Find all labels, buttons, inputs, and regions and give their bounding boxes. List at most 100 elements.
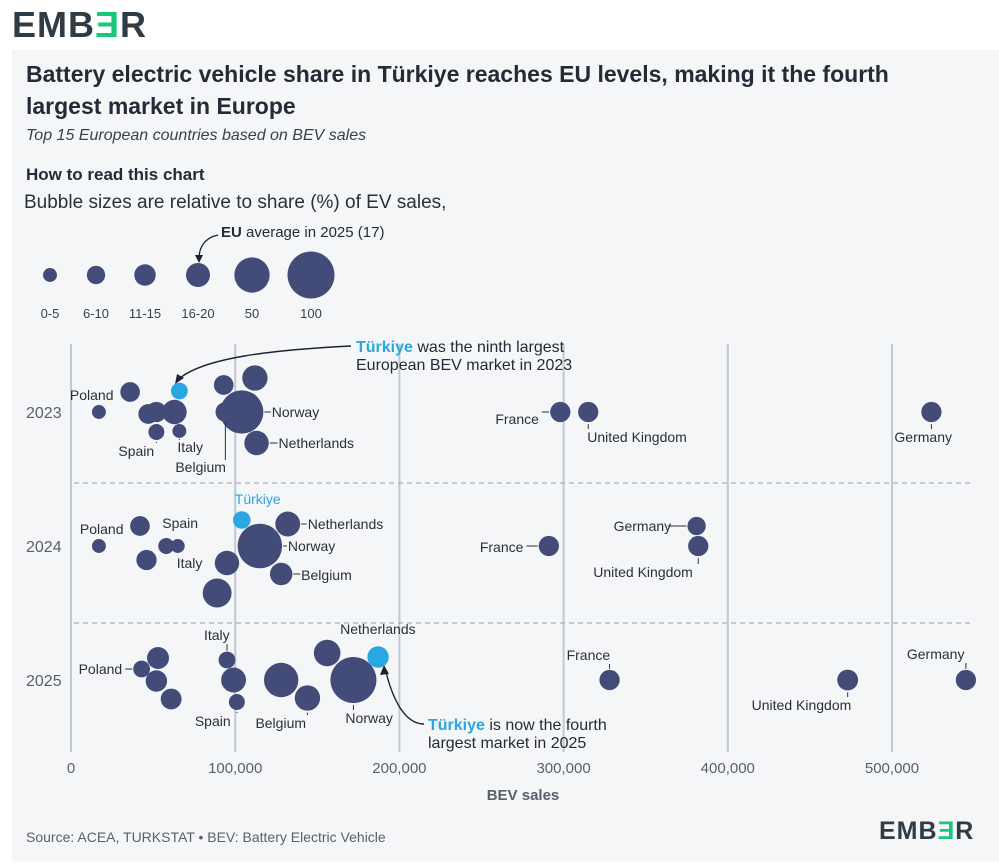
country-label: Netherlands — [308, 516, 384, 532]
country-label: Norway — [345, 710, 392, 726]
bubble-2023 — [138, 404, 158, 424]
bubble-2025 — [160, 688, 182, 710]
bubble-germany-2024 — [687, 516, 706, 536]
bubble-spain-2023 — [148, 424, 165, 440]
bubble-germany-2025 — [955, 669, 977, 691]
country-label: Netherlands — [340, 621, 416, 637]
bubble-belgium-2024 — [269, 562, 293, 586]
ninth-annotation-line1: Türkiye was the ninth largest — [356, 339, 565, 356]
chart-title: Battery electric vehicle share in Türkiy… — [26, 61, 889, 119]
bubble-2025 — [221, 667, 247, 693]
legend-label: 6-10 — [83, 306, 109, 321]
country-label: France — [480, 539, 524, 555]
ninth-arrow-line — [179, 345, 352, 379]
bubble-türkiye-2023 — [170, 382, 188, 400]
x-tick-label: 200,000 — [372, 760, 426, 777]
legend-bubble — [186, 263, 210, 287]
bubble-2024 — [130, 516, 150, 536]
country-label: Spain — [195, 713, 231, 729]
bubble-2025 — [263, 662, 299, 698]
x-tick-label: 500,000 — [865, 760, 919, 777]
bubble-spain-2024 — [158, 538, 175, 554]
ember-logo: EMBƎR — [12, 4, 148, 45]
country-label: Netherlands — [279, 435, 355, 451]
x-tick-label: 100,000 — [208, 760, 262, 777]
x-tick-label: 400,000 — [701, 760, 755, 777]
legend-bubble — [134, 264, 156, 286]
legend-label: 100 — [300, 306, 322, 321]
source-note: Source: ACEA, TURKSTAT • BEV: Battery El… — [26, 829, 386, 845]
country-label: Italy — [204, 627, 230, 643]
chart-card — [12, 50, 999, 861]
bubble-poland-2023 — [91, 405, 106, 419]
bubble-united-kingdom-2024 — [688, 535, 709, 557]
fourth-arrow-head — [380, 665, 389, 675]
legend-layer: 0-5 6-10 11-15 16-20 50 100 — [41, 251, 335, 321]
bubble-2024 — [214, 550, 240, 576]
bubble-2023 — [162, 399, 187, 425]
country-label: United Kingdom — [587, 429, 687, 445]
bubble-united-kingdom-2025 — [837, 669, 859, 691]
country-label: Poland — [79, 661, 123, 677]
bubble-poland-2025 — [133, 660, 151, 678]
bubble-netherlands-2023 — [244, 430, 269, 456]
country-label: France — [495, 411, 539, 427]
legend-label: 0-5 — [41, 306, 60, 321]
bubble-france-2023 — [550, 401, 571, 423]
row-label-2024: 2024 — [26, 539, 62, 556]
country-label: Belgium — [175, 459, 226, 475]
bubble-italy-2024 — [170, 539, 185, 553]
x-tick-label: 0 — [67, 760, 75, 777]
country-label: Poland — [80, 521, 124, 537]
row-label-2025: 2025 — [26, 673, 62, 690]
bubble-2023 — [213, 375, 234, 395]
country-label: Norway — [272, 404, 319, 420]
bubble-italy-2023 — [172, 424, 187, 438]
bubble-2023 — [242, 365, 268, 391]
bubble-netherlands-2024 — [275, 511, 301, 537]
legend-label: 16-20 — [181, 306, 214, 321]
bubble-spain-2025 — [228, 694, 245, 710]
x-axis-title: BEV sales — [487, 787, 560, 804]
bubble-2024 — [202, 578, 232, 608]
bubble-france-2025 — [599, 669, 620, 691]
bubble-united-kingdom-2023 — [578, 401, 599, 423]
bubble-france-2024 — [538, 535, 559, 557]
bubble-norway-2024 — [237, 523, 283, 569]
bubble-italy-2025 — [218, 651, 236, 669]
bubble-türkiye-2025 — [367, 646, 389, 668]
country-label: Poland — [70, 387, 114, 403]
eu-arrow-head — [195, 255, 203, 263]
bubble-belgium-2025 — [294, 685, 321, 711]
legend-bubble — [234, 257, 270, 293]
legend-bubble — [287, 251, 335, 299]
row-label-2023: 2023 — [26, 405, 62, 422]
country-label: Germany — [907, 646, 965, 662]
country-label: Spain — [162, 515, 198, 531]
bubble-2023 — [120, 382, 140, 402]
eu-average-note: EU average in 2025 (17) — [221, 224, 384, 241]
bubble-türkiye-2024 — [232, 511, 251, 529]
country-label: France — [567, 647, 611, 663]
bubble-poland-2024 — [91, 539, 106, 553]
country-label: Belgium — [301, 567, 352, 583]
ninth-arrow-head — [175, 374, 184, 384]
country-label: United Kingdom — [593, 564, 693, 580]
bubble-2025 — [145, 670, 168, 692]
bubble-2025 — [147, 647, 170, 669]
fourth-arrow-line — [385, 671, 425, 725]
country-label: Germany — [614, 518, 672, 534]
country-label: Germany — [894, 429, 952, 445]
ember-logo-bottom: EMBƎR — [879, 817, 975, 845]
annotation-layer: Türkiye was the ninth largest European B… — [175, 224, 607, 752]
country-label: Spain — [118, 443, 154, 459]
country-label: Italy — [177, 555, 203, 571]
bubble-norway-2025 — [330, 657, 377, 703]
chart-subtitle: Top 15 European countries based on BEV s… — [26, 127, 367, 144]
bubble-netherlands-2025 — [313, 639, 341, 667]
legend-label: 11-15 — [129, 306, 161, 321]
fourth-annotation-line1: Türkiye is now the fourth — [428, 717, 607, 734]
axis-layer: 0 100,000 200,000 300,000 400,000 500,000 2023… — [26, 405, 919, 804]
legend-bubble — [86, 265, 106, 285]
ninth-annotation-line2: European BEV market in 2023 — [356, 357, 572, 374]
